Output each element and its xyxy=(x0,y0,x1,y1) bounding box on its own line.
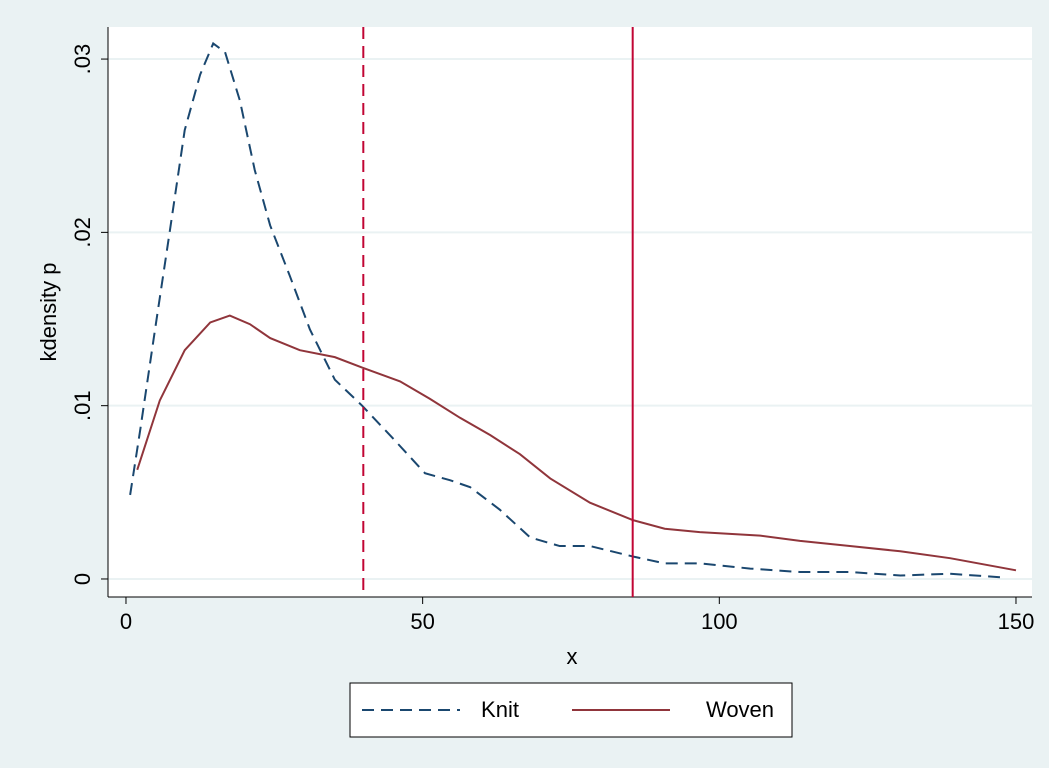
y-axis-title: kdensity p xyxy=(36,262,61,361)
plot-area xyxy=(108,27,1032,597)
x-axis-title: x xyxy=(567,644,578,669)
y-tick-label: .02 xyxy=(70,217,95,248)
legend-label: Woven xyxy=(706,697,774,722)
legend-label: Knit xyxy=(481,697,519,722)
y-tick-label: 0 xyxy=(70,573,95,585)
y-tick-label: .03 xyxy=(70,44,95,75)
series-line xyxy=(136,314,1017,572)
x-tick-label: 100 xyxy=(701,609,738,634)
y-tick-label: .01 xyxy=(70,390,95,421)
x-tick-label: 50 xyxy=(410,609,434,634)
x-tick-label: 0 xyxy=(120,609,132,634)
series-line xyxy=(129,41,1001,579)
x-tick-label: 150 xyxy=(998,609,1035,634)
